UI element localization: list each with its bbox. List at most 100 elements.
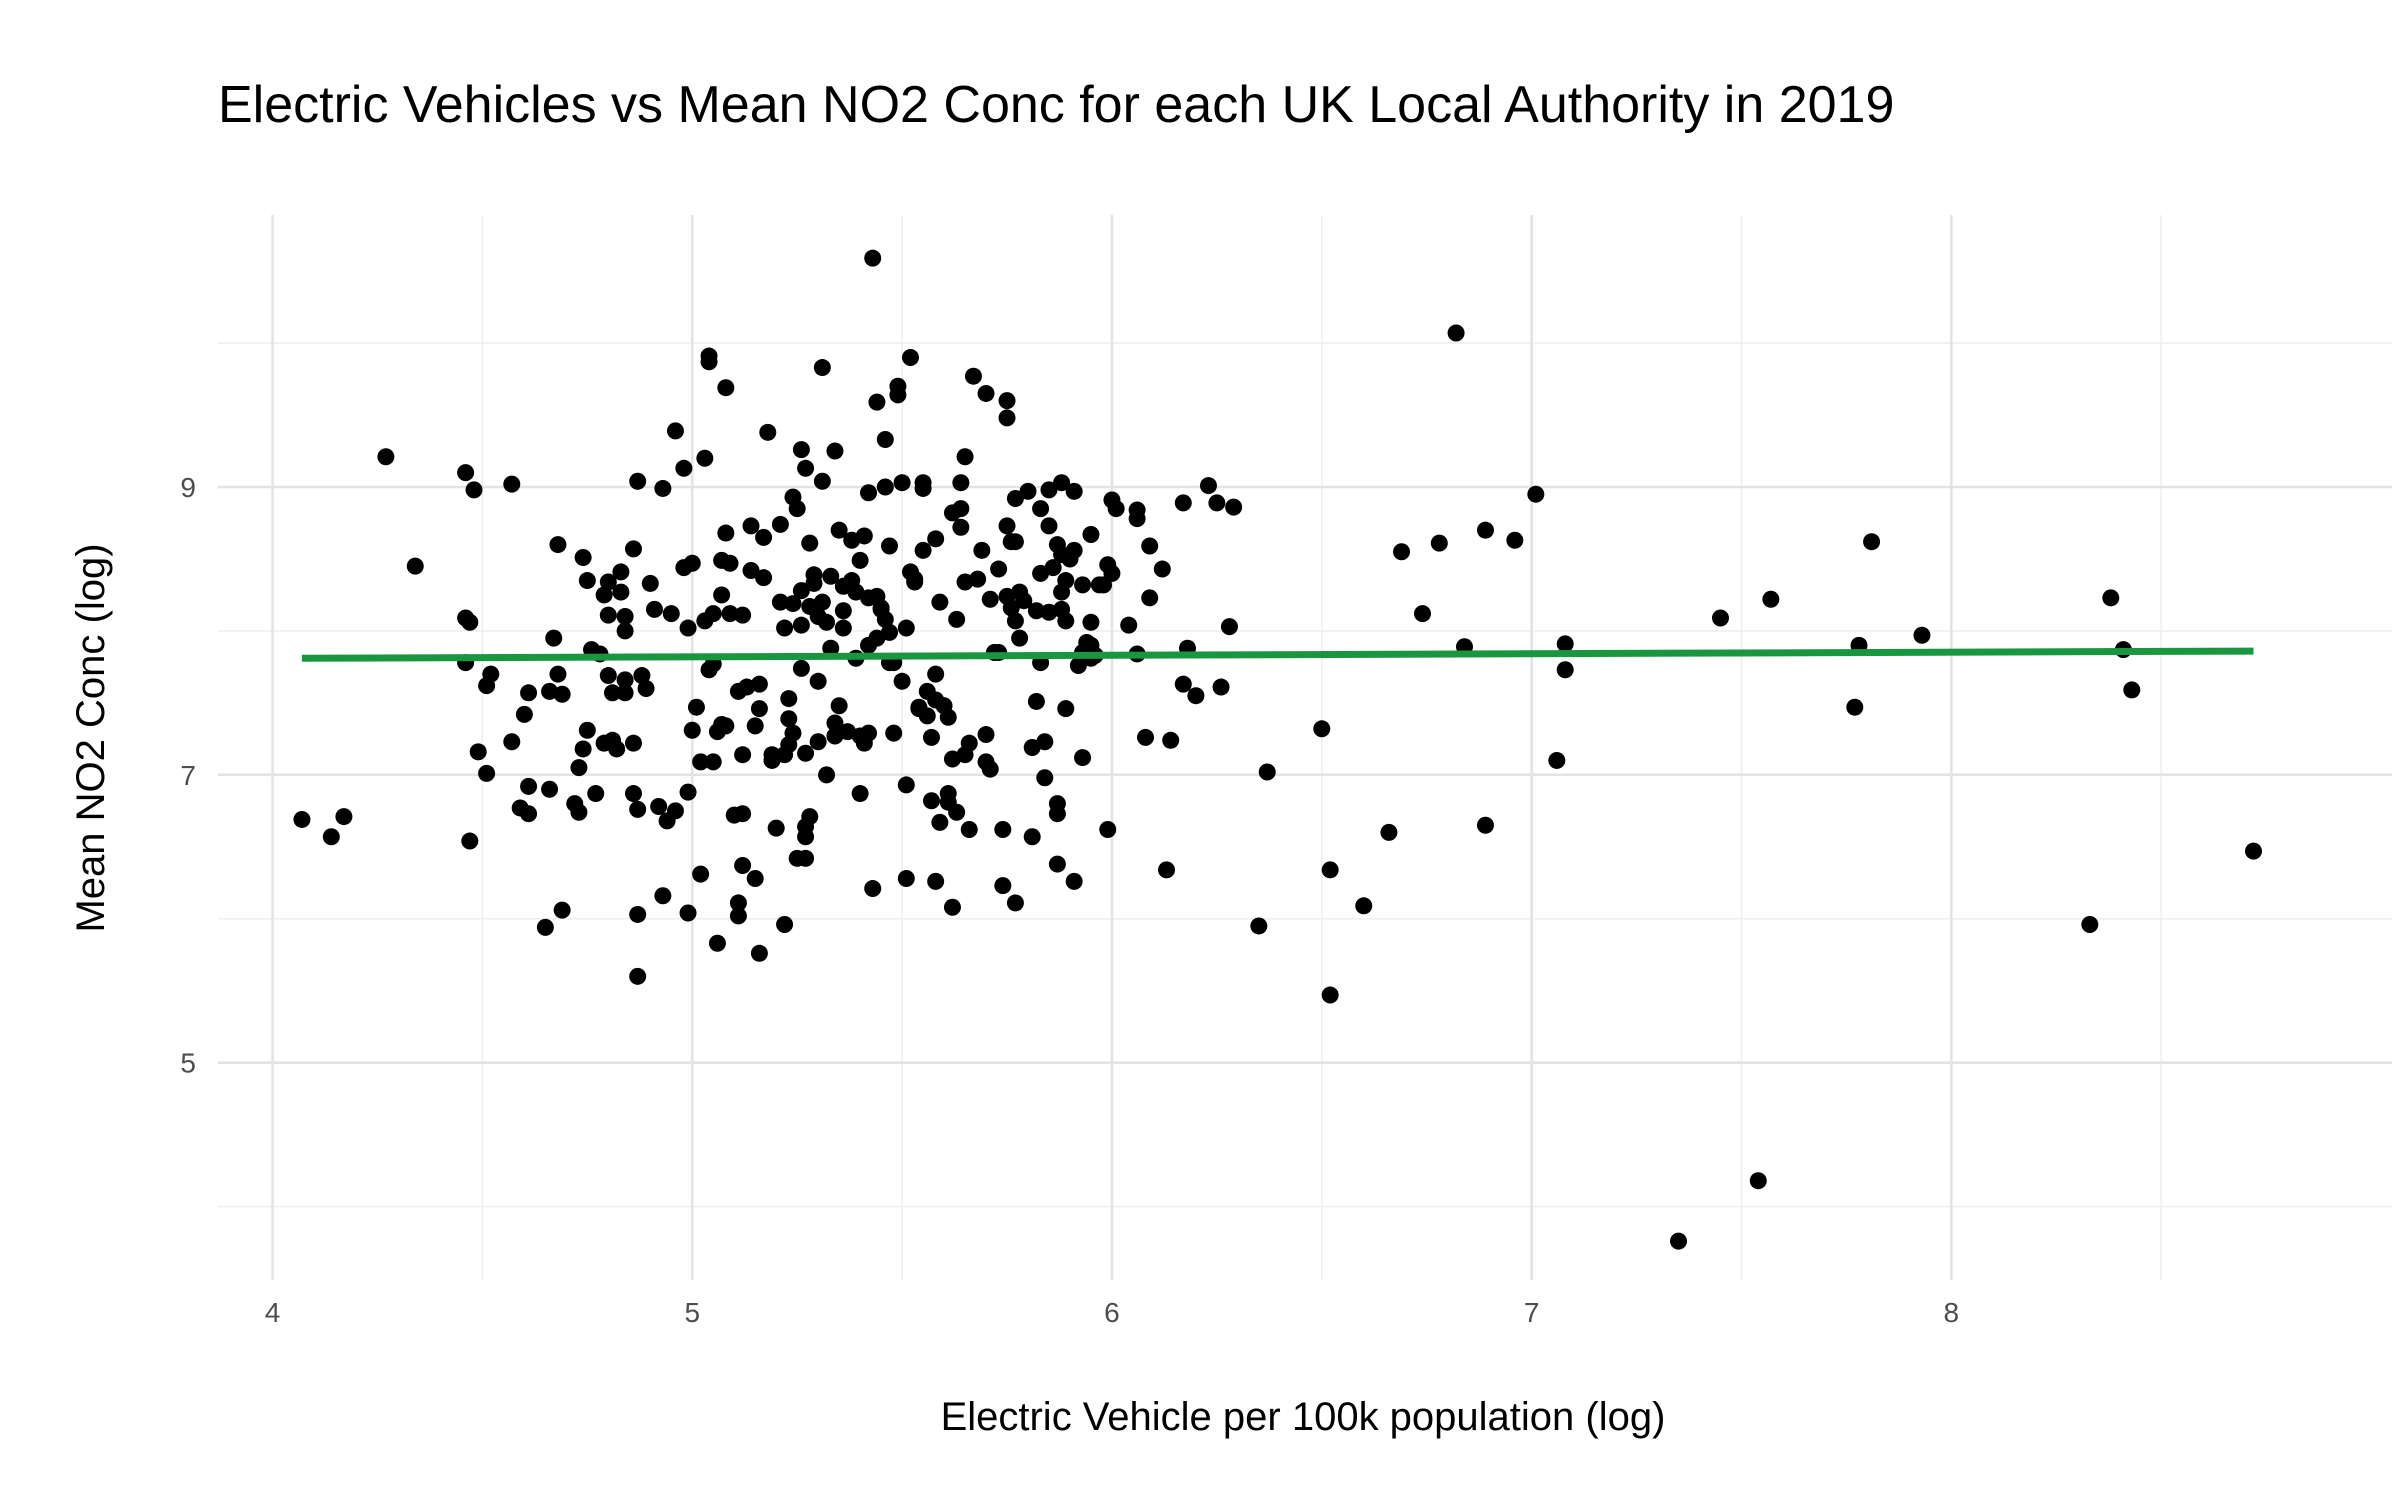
- data-point: [1120, 616, 1138, 634]
- data-point: [1107, 500, 1125, 518]
- data-point: [1141, 589, 1159, 607]
- data-point: [1380, 823, 1398, 841]
- data-point: [662, 605, 680, 623]
- data-point: [574, 740, 592, 758]
- data-point: [666, 802, 684, 820]
- data-point: [1065, 872, 1083, 890]
- data-point: [973, 541, 991, 559]
- data-point: [927, 872, 945, 890]
- data-point: [721, 554, 739, 572]
- data-point: [1321, 861, 1339, 879]
- data-point: [1158, 861, 1176, 879]
- data-point: [822, 639, 840, 657]
- data-point: [704, 753, 722, 771]
- data-point: [860, 484, 878, 502]
- data-point: [1670, 1232, 1688, 1250]
- data-point: [624, 540, 642, 558]
- data-point: [897, 776, 915, 794]
- data-point: [876, 478, 894, 496]
- grid-layer: [218, 215, 2392, 1280]
- data-point: [520, 805, 538, 823]
- x-tick-label: 5: [684, 1297, 700, 1328]
- data-point: [1393, 543, 1411, 561]
- data-point: [721, 605, 739, 623]
- data-point: [604, 684, 622, 702]
- data-point: [1137, 728, 1155, 746]
- data-point: [1199, 477, 1217, 495]
- data-point: [1069, 656, 1087, 674]
- data-point: [645, 600, 663, 618]
- data-point: [1313, 720, 1331, 738]
- data-point: [2245, 842, 2263, 860]
- data-point: [830, 521, 848, 539]
- data-point: [931, 813, 949, 831]
- data-point: [813, 359, 831, 377]
- data-point: [629, 905, 647, 923]
- data-point: [742, 517, 760, 535]
- data-point: [981, 590, 999, 608]
- data-point: [553, 685, 571, 703]
- data-point: [797, 849, 815, 867]
- data-point: [1044, 559, 1062, 577]
- data-point: [1476, 521, 1494, 539]
- data-point: [1749, 1172, 1767, 1190]
- data-point: [1048, 855, 1066, 873]
- data-point: [813, 472, 831, 490]
- data-point: [1212, 678, 1230, 696]
- data-point: [578, 721, 596, 739]
- data-point: [683, 721, 701, 739]
- data-point: [377, 448, 395, 466]
- data-point: [1187, 687, 1205, 705]
- data-point: [2081, 916, 2099, 934]
- data-point: [624, 785, 642, 803]
- data-point: [406, 557, 424, 575]
- data-point: [1103, 564, 1121, 582]
- data-point: [541, 780, 559, 798]
- data-point: [1057, 572, 1075, 590]
- data-point: [1258, 763, 1276, 781]
- data-point: [876, 431, 894, 449]
- data-point: [755, 569, 773, 587]
- data-point: [1506, 531, 1524, 549]
- data-point: [679, 783, 697, 801]
- data-point: [1762, 590, 1780, 608]
- data-point: [801, 808, 819, 826]
- y-tick-label: 9: [180, 472, 196, 503]
- data-point: [1527, 485, 1545, 503]
- data-point: [914, 474, 932, 492]
- data-point: [1048, 795, 1066, 813]
- data-point: [960, 734, 978, 752]
- data-point: [734, 805, 752, 823]
- data-point: [998, 392, 1016, 410]
- data-point: [964, 367, 982, 385]
- data-point: [830, 697, 848, 715]
- data-point: [885, 724, 903, 742]
- data-point: [503, 733, 521, 751]
- data-point: [1082, 526, 1100, 543]
- data-point: [931, 593, 949, 611]
- data-point: [784, 724, 802, 742]
- data-point: [1162, 731, 1180, 749]
- x-tick-label: 4: [265, 1297, 281, 1328]
- data-point: [1082, 613, 1100, 631]
- data-point: [599, 573, 617, 591]
- x-tick-label: 6: [1104, 1297, 1120, 1328]
- data-point: [1036, 733, 1054, 751]
- data-point: [1006, 894, 1024, 912]
- data-point: [771, 593, 789, 611]
- data-point: [771, 515, 789, 533]
- data-point: [881, 623, 899, 641]
- data-point: [503, 475, 521, 493]
- data-point: [889, 377, 907, 395]
- data-point: [734, 746, 752, 764]
- data-point: [700, 353, 718, 371]
- data-point: [704, 605, 722, 623]
- data-point: [2123, 681, 2141, 699]
- data-point: [893, 474, 911, 492]
- data-point: [759, 423, 777, 441]
- data-point: [574, 549, 592, 567]
- data-point: [2102, 589, 2120, 607]
- data-point: [868, 393, 886, 411]
- data-point: [834, 602, 852, 620]
- data-point: [1036, 769, 1054, 787]
